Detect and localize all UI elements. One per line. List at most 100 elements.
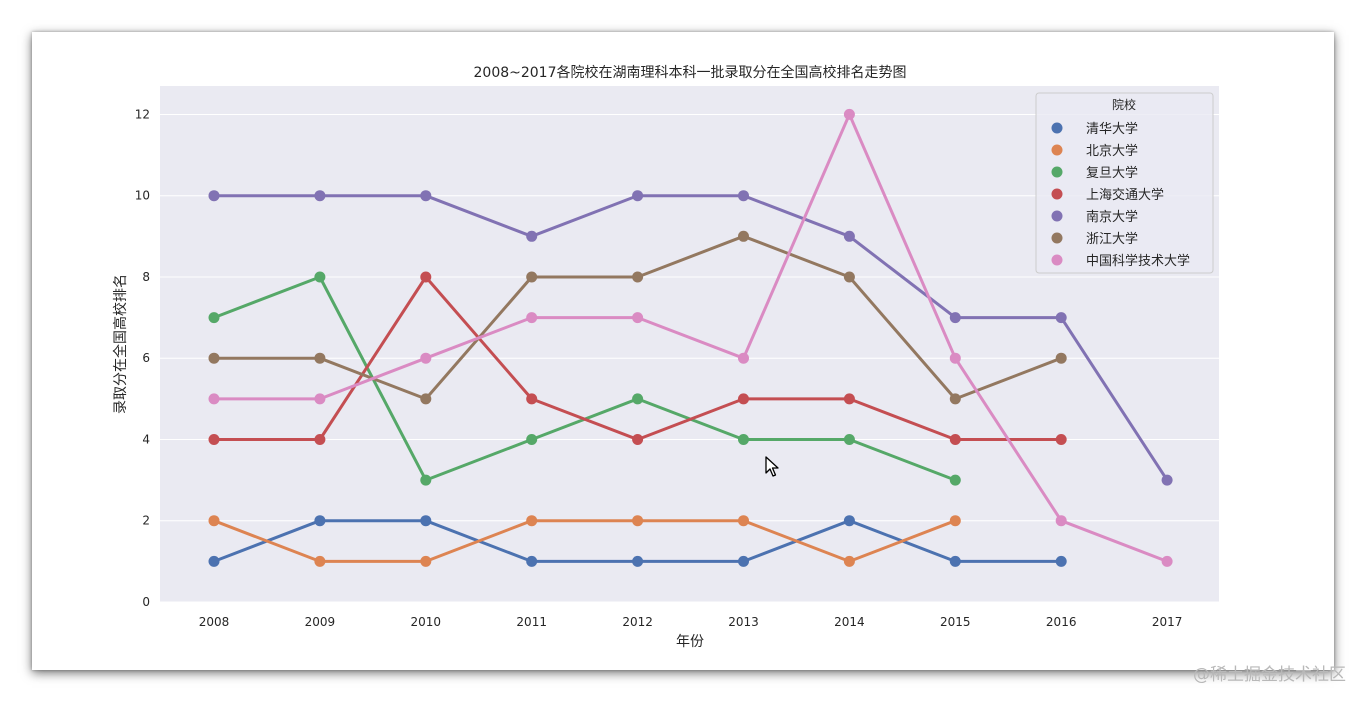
data-point: [420, 474, 432, 486]
data-point: [526, 434, 538, 445]
data-point: [738, 393, 749, 405]
data-point: [208, 312, 220, 324]
data-point: [314, 434, 326, 445]
data-point: [632, 190, 644, 202]
data-point: [949, 474, 961, 486]
data-point: [738, 352, 749, 364]
data-point: [738, 555, 749, 567]
series-line: [212, 194, 1169, 482]
legend-label: 浙江大学: [1086, 231, 1138, 247]
data-point: [208, 393, 220, 405]
data-point: [1055, 352, 1067, 364]
series-group: [208, 108, 1173, 567]
legend-marker: [1051, 122, 1063, 134]
x-tick-label: 2013: [728, 615, 759, 629]
y-tick-label: 10: [135, 189, 150, 203]
data-point: [843, 108, 855, 120]
y-tick-label: 2: [142, 514, 150, 528]
data-point: [1161, 555, 1173, 567]
x-tick-label: 2017: [1152, 615, 1183, 629]
legend-label: 清华大学: [1086, 121, 1138, 137]
legend-marker: [1051, 188, 1063, 200]
series-line: [212, 519, 957, 563]
data-point: [1055, 312, 1067, 324]
y-tick-label: 12: [135, 107, 150, 121]
data-point: [420, 190, 432, 202]
data-point: [1055, 515, 1067, 527]
series-5: [208, 190, 1173, 486]
data-point: [208, 434, 220, 445]
x-tick-label: 2008: [199, 615, 230, 629]
data-point: [314, 515, 326, 527]
legend-label: 复旦大学: [1086, 165, 1138, 181]
series-line: [212, 112, 1169, 563]
legend-label: 上海交通大学: [1086, 187, 1164, 203]
data-point: [843, 271, 855, 283]
y-tick-label: 4: [142, 432, 150, 446]
legend-label: 北京大学: [1086, 143, 1138, 159]
data-point: [314, 555, 326, 567]
data-point: [843, 434, 855, 445]
series-2: [208, 515, 961, 567]
data-point: [526, 271, 538, 283]
data-point: [949, 434, 961, 445]
watermark: @稀土掘金技术社区: [1193, 665, 1346, 685]
data-point: [843, 555, 855, 567]
y-tick-label: 6: [142, 351, 150, 365]
x-tick-label: 2009: [305, 615, 336, 629]
data-point: [949, 515, 961, 527]
x-tick-label: 2010: [411, 615, 442, 629]
series-7: [208, 108, 1173, 567]
data-point: [632, 515, 644, 527]
data-point: [208, 190, 220, 202]
data-point: [738, 230, 749, 242]
series-6: [208, 230, 1067, 405]
y-tick-label: 0: [142, 595, 150, 609]
legend-title: 院校: [1112, 97, 1136, 112]
x-tick-label: 2012: [622, 615, 653, 629]
x-tick-label: 2016: [1046, 615, 1077, 629]
series-1: [208, 515, 1067, 567]
data-point: [843, 515, 855, 527]
data-point: [314, 393, 326, 405]
data-point: [208, 515, 220, 527]
data-point: [526, 515, 538, 527]
data-point: [208, 555, 220, 567]
x-tick-label: 2011: [516, 615, 547, 629]
y-tick-label: 8: [142, 270, 150, 284]
data-point: [420, 271, 432, 283]
x-axis-label: 年份: [676, 634, 704, 650]
legend-box: [1035, 92, 1214, 274]
data-point: [843, 393, 855, 405]
chart-title: 2008~2017各院校在湖南理科本科一批录取分在全国高校排名走势图: [474, 64, 907, 81]
data-point: [632, 271, 644, 283]
data-point: [420, 352, 432, 364]
data-point: [1055, 434, 1067, 445]
data-point: [526, 230, 538, 242]
data-point: [632, 555, 644, 567]
legend-label: 南京大学: [1086, 209, 1138, 225]
data-point: [949, 312, 961, 324]
data-point: [738, 515, 749, 527]
data-point: [208, 352, 220, 364]
legend-marker: [1051, 232, 1063, 244]
data-point: [526, 555, 538, 567]
data-point: [949, 393, 961, 405]
data-point: [949, 555, 961, 567]
legend-label: 中国科学技术大学: [1086, 253, 1190, 269]
legend-marker: [1051, 210, 1063, 222]
data-point: [949, 352, 961, 364]
x-tick-label: 2014: [834, 615, 865, 629]
y-axis-label: 录取分在全国高校排名: [112, 274, 129, 414]
legend-marker: [1051, 144, 1063, 156]
data-point: [526, 312, 538, 324]
data-point: [420, 515, 432, 527]
data-point: [314, 352, 326, 364]
data-point: [738, 434, 749, 445]
data-point: [314, 190, 326, 202]
x-tick-label: 2015: [940, 615, 971, 629]
data-point: [420, 555, 432, 567]
